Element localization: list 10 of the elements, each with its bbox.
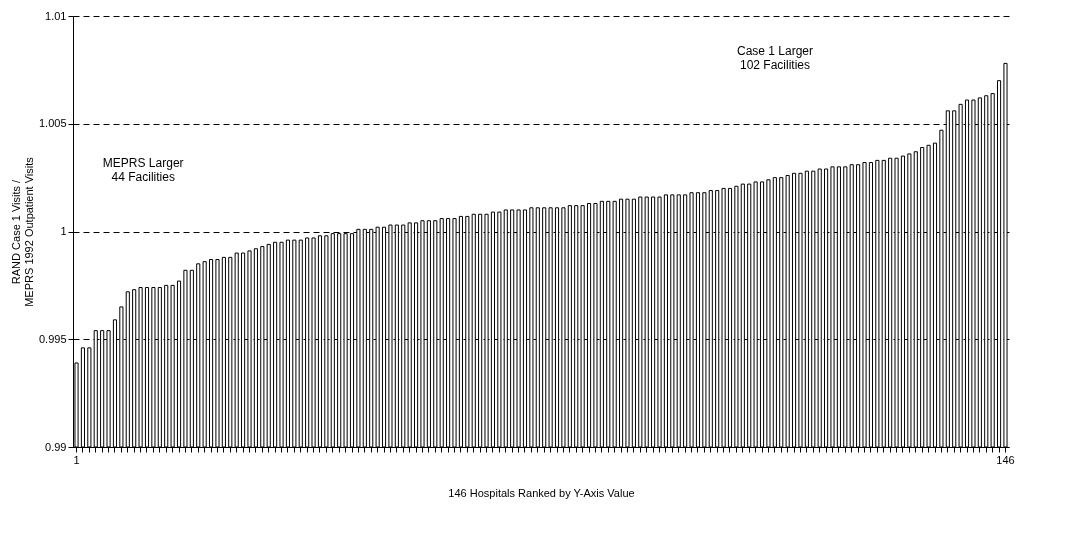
y-tick-label: 1 bbox=[60, 225, 67, 237]
y-tick-label: 1.005 bbox=[38, 117, 67, 130]
x-tick-label: 146 bbox=[996, 453, 1015, 466]
x-axis-title: 146 Hospitals Ranked by Y-Axis Value bbox=[448, 486, 635, 499]
annotation: Case 1 Larger 102 Facilities bbox=[736, 44, 814, 73]
y-axis-title: RAND Case 1 Visits / MEPRS 1992 Outpatient Visits bbox=[9, 156, 35, 307]
y-tick-label: 1.01 bbox=[45, 9, 67, 22]
y-tick-label: 0.99 bbox=[45, 440, 67, 453]
y-tick-label: 0.995 bbox=[38, 332, 67, 345]
annotation: MEPRS Larger 44 Facilities bbox=[102, 156, 184, 185]
